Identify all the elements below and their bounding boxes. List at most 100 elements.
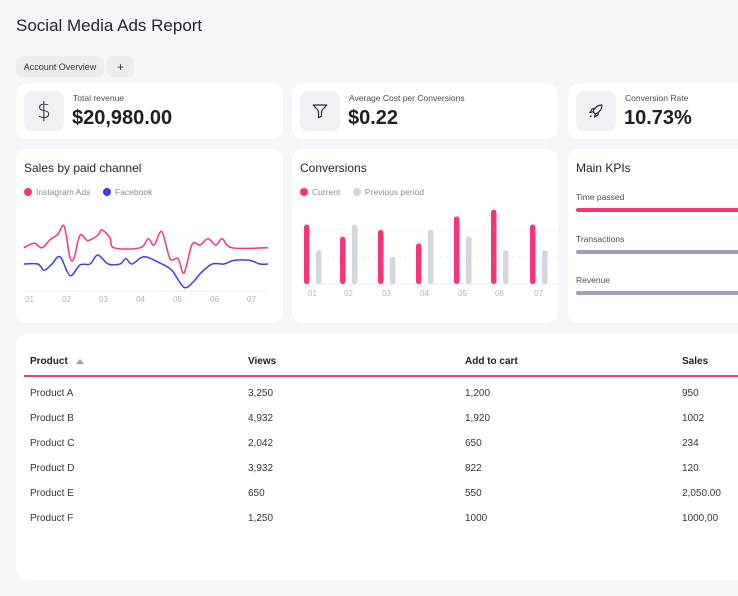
table-cell: 234 [682, 438, 699, 449]
bar-current [530, 224, 536, 284]
bar-current [304, 224, 310, 284]
stat-card-conversion-rate: Conversion Rate 10.73% [568, 83, 738, 139]
header-divider [24, 375, 738, 377]
kpi-progress-bar [576, 208, 738, 212]
stat-card-avg-cost: Average Cost per Conversions $0.22 [292, 83, 558, 139]
bar-current [416, 243, 422, 284]
bar-chart [302, 209, 558, 285]
x-tick-label: 05 [458, 289, 467, 298]
column-label: Product [30, 356, 68, 367]
legend-item: Previous period [353, 187, 424, 197]
stat-value: $20,980.00 [72, 107, 173, 129]
bar-previous [503, 250, 509, 284]
x-tick-label: 03 [382, 289, 391, 298]
legend-label: Instagram Ads [36, 187, 91, 197]
table-cell: Product D [30, 463, 75, 474]
table-row[interactable]: Product C 2,042 650 234 [16, 436, 738, 456]
stat-value: $0.22 [348, 107, 399, 129]
x-tick-label: 03 [99, 295, 108, 304]
table-cell: 1002 [682, 413, 705, 424]
table-cell: 3,250 [248, 388, 274, 399]
table-row[interactable]: Product E 650 550 2,050.00 [16, 486, 738, 506]
legend-label: Facebook [115, 187, 153, 197]
series-line-facebook [23, 254, 269, 289]
table-cell: 3,932 [248, 463, 274, 474]
column-header-views[interactable]: Views [248, 356, 277, 367]
bar-previous [390, 257, 396, 284]
bar-current [491, 209, 497, 284]
card-title: Main KPIs [576, 161, 631, 175]
stat-label: Average Cost per Conversions [349, 93, 465, 103]
bar-current [340, 236, 346, 284]
legend-item: Current [300, 187, 340, 197]
x-tick-label: 04 [136, 295, 145, 304]
page-title: Social Media Ads Report [16, 16, 203, 35]
legend-dot [24, 188, 32, 196]
main-kpis-card: Main KPIs Time passed Transactions Reven… [568, 149, 738, 323]
bar-previous [352, 224, 358, 284]
chart-title: Sales by paid channel [24, 161, 142, 175]
chart-title: Conversions [300, 161, 367, 175]
table-row[interactable]: Product F 1,250 1000 1000,00 [16, 511, 738, 531]
table-cell: 1000 [465, 513, 488, 524]
table-cell: 1000,00 [682, 513, 719, 524]
x-tick-label: 07 [534, 289, 543, 298]
table-cell: 650 [465, 438, 482, 449]
dollar-icon: $ [24, 91, 64, 131]
table-cell: 650 [248, 488, 265, 499]
bar-current [454, 216, 460, 284]
x-tick-label: 02 [344, 289, 353, 298]
table-cell: 2,050.00 [682, 488, 721, 499]
table-cell: Product C [30, 438, 75, 449]
x-tick-label: 06 [210, 295, 219, 304]
table-cell: 550 [465, 488, 482, 499]
rocket-icon [576, 91, 616, 131]
column-header-product[interactable]: Product [30, 356, 84, 367]
kpi-label: Revenue [576, 275, 611, 285]
legend-label: Current [312, 187, 341, 197]
table-cell: 4,932 [248, 413, 274, 424]
x-tick-label: 05 [173, 295, 182, 304]
table-cell: Product E [30, 488, 74, 499]
column-header-add-to-cart[interactable]: Add to cart [465, 356, 518, 367]
series-line-instagram-ads [23, 224, 269, 274]
legend-item: Instagram Ads [24, 187, 90, 197]
products-table: Product Views Add to cart Sales Product … [16, 334, 738, 580]
x-tick-label: 02 [62, 295, 71, 304]
table-cell: 120 [682, 463, 699, 474]
table-cell: Product A [30, 388, 74, 399]
legend-dot [353, 188, 361, 196]
stat-label: Total revenue [73, 93, 125, 103]
column-header-sales[interactable]: Sales [682, 356, 709, 367]
legend-dot [103, 188, 111, 196]
kpi-progress-bar [576, 291, 738, 295]
x-tick-label: 01 [25, 295, 34, 304]
table-cell: 950 [682, 388, 699, 399]
filter-icon [300, 91, 340, 131]
kpi-label: Time passed [576, 192, 625, 202]
stat-label: Conversion Rate [625, 93, 689, 103]
table-cell: 2,042 [248, 438, 274, 449]
table-cell: 1,250 [248, 513, 274, 524]
table-cell: 1,920 [465, 413, 491, 424]
table-row[interactable]: Product D 3,932 822 120 [16, 461, 738, 481]
table-cell: 822 [465, 463, 482, 474]
tab-account-overview[interactable]: Account Overview [16, 56, 104, 77]
stat-value: 10.73% [624, 107, 692, 129]
bar-previous [466, 236, 472, 284]
legend-dot [300, 188, 308, 196]
line-chart [23, 224, 269, 292]
sales-by-channel-card: Sales by paid channel Instagram Ads Face… [16, 149, 283, 323]
x-tick-label: 01 [308, 289, 317, 298]
bar-previous [542, 250, 548, 284]
table-cell: Product B [30, 413, 74, 424]
bar-current [378, 230, 384, 284]
stat-card-total-revenue: $ Total revenue $20,980.00 [16, 83, 283, 139]
table-row[interactable]: Product A 3,250 1,200 950 [16, 386, 738, 406]
add-tab-button[interactable]: + [107, 56, 134, 77]
x-tick-label: 06 [495, 289, 504, 298]
sort-up-icon[interactable] [75, 359, 84, 364]
table-row[interactable]: Product B 4,932 1,920 1002 [16, 411, 738, 431]
kpi-label: Transactions [576, 234, 625, 244]
legend-label: Previous period [365, 187, 425, 197]
